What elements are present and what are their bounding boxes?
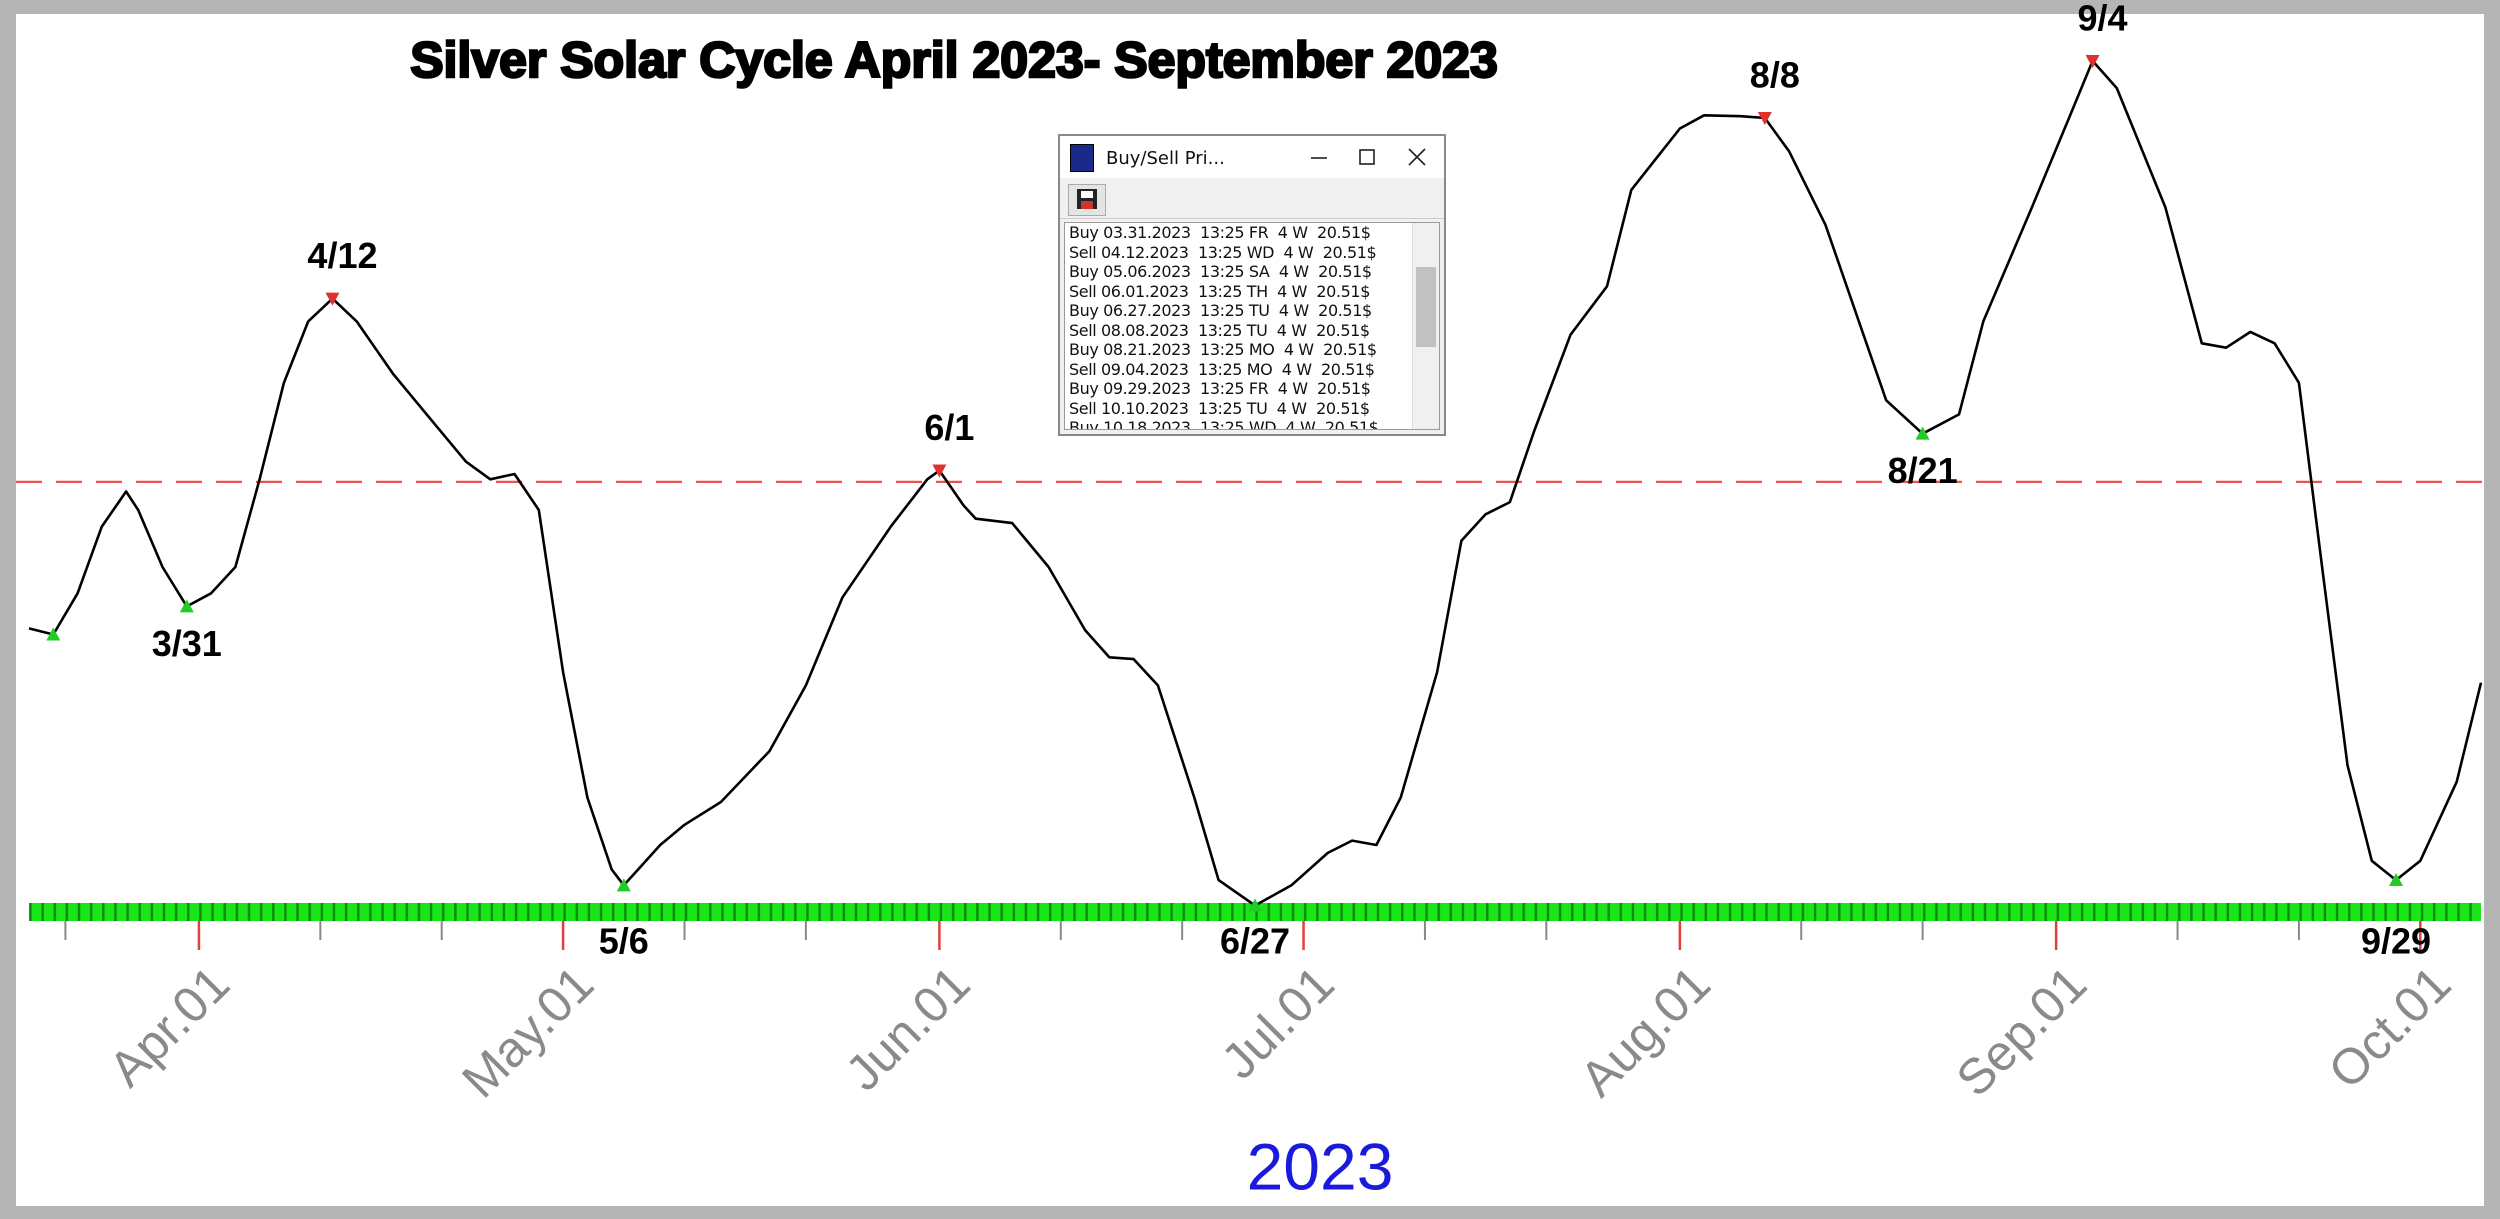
chart-title: Silver Solar Cycle April 2023- September… [410,32,1498,88]
save-button[interactable] [1068,184,1106,216]
signal-rows: Buy 03.31.2023 13:25 FR 4 W 20.51$ Sell 0… [1069,223,1379,430]
signal-row[interactable]: Buy 09.29.2023 13:25 FR 4 W 20.51$ [1069,379,1371,398]
x-axis-label: 2023 [1247,1129,1394,1203]
signal-label: 3/31 [152,623,222,664]
sell-marker [932,464,947,478]
signal-row[interactable]: Buy 05.06.2023 13:25 SA 4 W 20.51$ [1069,262,1372,281]
buy-marker [1248,898,1262,912]
buy-marker [2389,873,2404,887]
signal-row[interactable]: Buy 06.27.2023 13:25 TU 4 W 20.51$ [1069,301,1372,320]
signal-label: 9/29 [2361,921,2431,962]
signal-row[interactable]: Sell 06.01.2023 13:25 TH 4 W 20.51$ [1069,281,1370,301]
buy-marker [179,599,194,613]
buy-marker [616,878,631,892]
signal-label: 8/21 [1888,450,1958,491]
title-box [292,28,1616,100]
time-axis-bar [29,903,2481,921]
signal-row[interactable]: Sell 10.10.2023 13:25 TU 4 W 20.51$ [1069,398,1370,418]
signal-label: 5/6 [599,921,649,962]
signal-label: 4/12 [307,235,377,276]
signal-row[interactable]: Sell 04.12.2023 13:25 WD 4 W 20.51$ [1069,242,1377,262]
minimize-button[interactable] [1308,146,1330,168]
signal-list[interactable]: Buy 03.31.2023 13:25 FR 4 W 20.51$ Sell 0… [1064,222,1440,430]
signal-row[interactable]: Sell 09.04.2023 13:25 MO 4 W 20.51$ [1069,359,1375,379]
app-icon [1070,144,1094,172]
scroll-thumb[interactable] [1416,267,1436,347]
signal-row[interactable]: Buy 10.18.2023 13:25 WD 4 W 20.51$ [1069,418,1379,430]
window-title: Buy/Sell Pri... [1106,148,1225,169]
signal-label: 6/27 [1220,921,1290,962]
price-cycle-line [28,59,2483,907]
toolbar [1060,178,1444,219]
sell-marker [325,292,340,306]
signal-row[interactable]: Buy 03.31.2023 13:25 FR 4 W 20.51$ [1069,223,1371,242]
buy-sell-window[interactable]: Buy/Sell Pri... Buy 03.31.2023 13:25 FR … [1058,134,1446,436]
buy-marker [1915,426,1930,440]
maximize-button[interactable] [1356,146,1378,168]
signal-row[interactable]: Sell 08.08.2023 13:25 TU 4 W 20.51$ [1069,320,1370,340]
sell-marker [2085,54,2100,68]
signal-row[interactable]: Buy 08.21.2023 13:25 MO 4 W 20.51$ [1069,340,1377,359]
sell-marker [1757,111,1772,125]
window-title-bar: Buy/Sell Pri... [1060,136,1444,178]
buy-marker [46,627,61,641]
signal-label: 6/1 [924,407,974,448]
scrollbar[interactable] [1412,223,1439,429]
signal-label: 8/8 [1750,54,1800,95]
close-button[interactable] [1406,146,1428,168]
signal-label: 9/4 [2078,0,2128,38]
